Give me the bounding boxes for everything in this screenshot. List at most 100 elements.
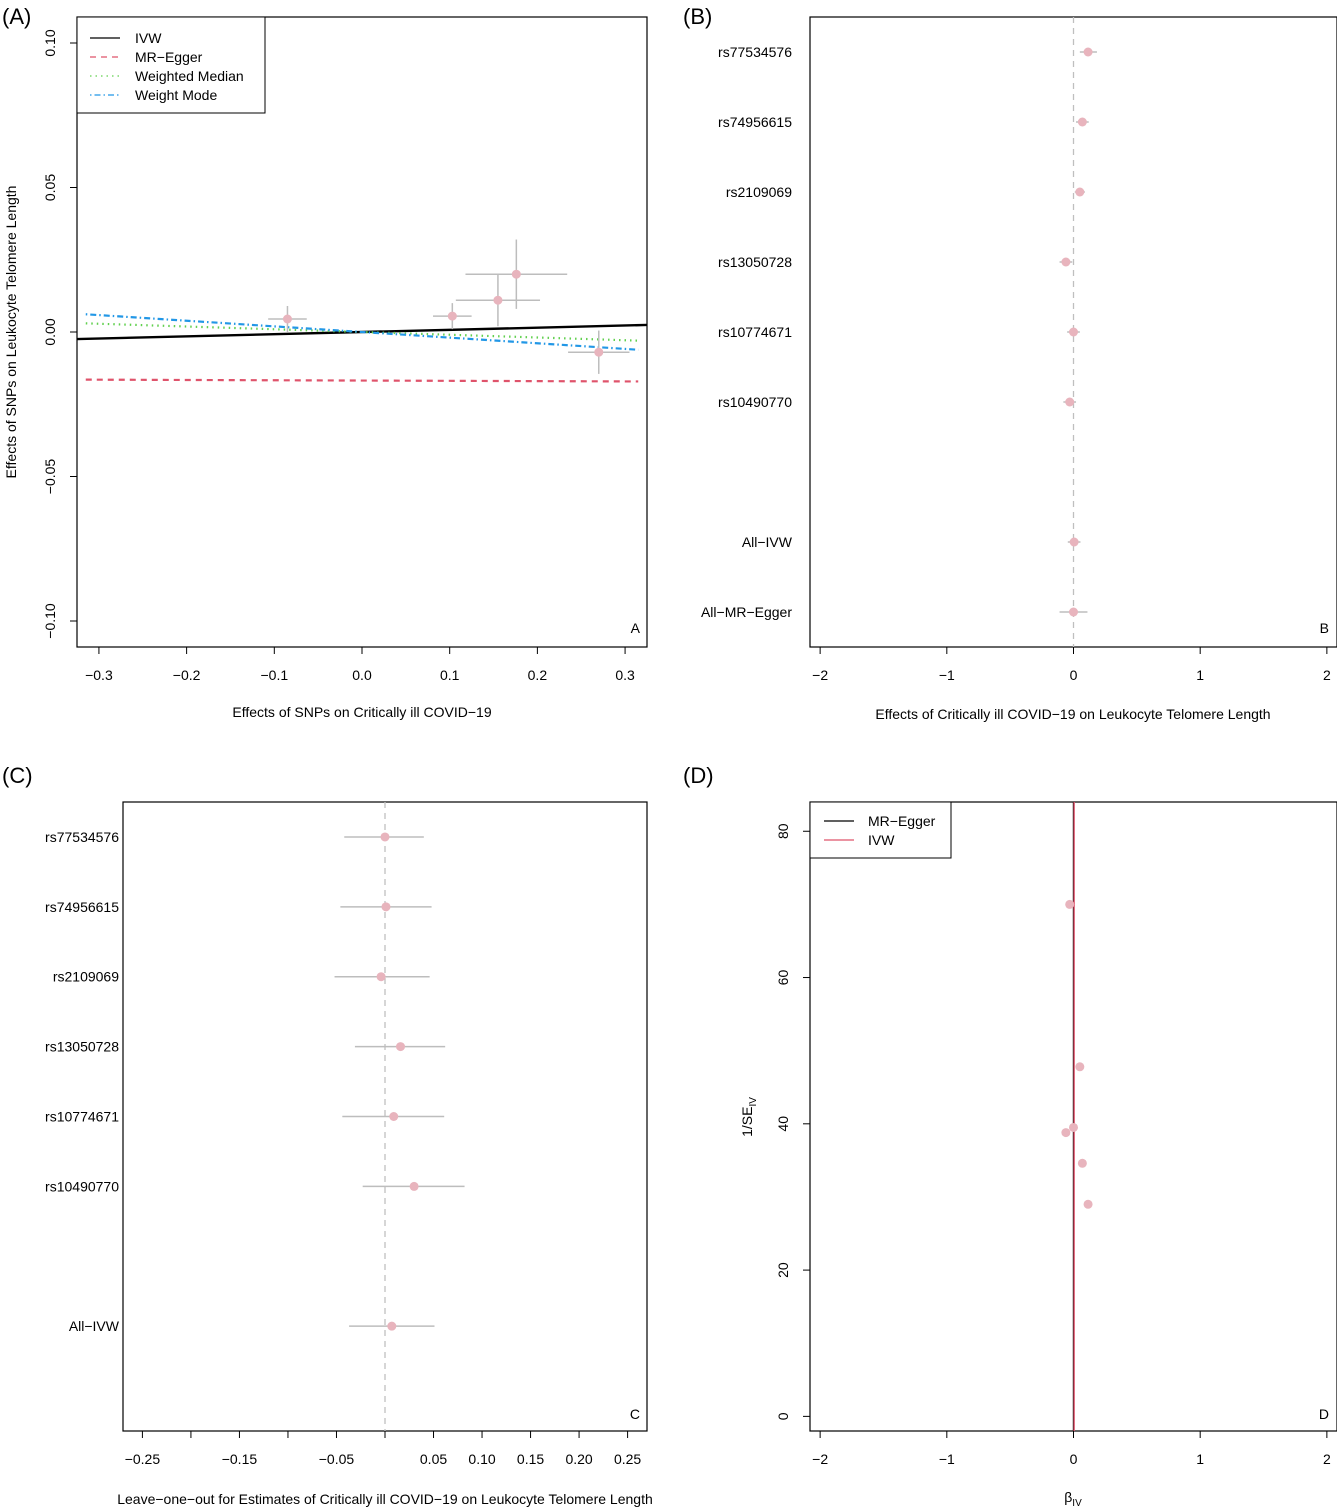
snp-point	[447, 311, 457, 321]
panel-a-points	[268, 239, 630, 374]
row-label: rs77534576	[45, 829, 119, 845]
legend-label: MR−Egger	[135, 49, 203, 65]
row-estimate-point	[1069, 327, 1078, 337]
panel-d-y-axis-label-main: 1/SE	[739, 1107, 755, 1137]
funnel-point	[1065, 899, 1075, 909]
legend-label: MR−Egger	[868, 813, 936, 829]
panel-d-y-tick-label: 0	[775, 1412, 791, 1420]
panel-c-x-ticks: −0.25 −0.15 −0.05 0.05 0.10 0.15 0.20 0.25	[125, 1431, 641, 1467]
row-label: rs13050728	[718, 254, 792, 270]
row-estimate-point	[1061, 257, 1071, 267]
panel-b-x-axis-label: Effects of Critically ill COVID−19 on Le…	[875, 706, 1270, 722]
row-estimate-point	[409, 1181, 419, 1191]
panel-d-reference-lines	[1072, 802, 1075, 1431]
row-label: rs10774671	[45, 1109, 119, 1125]
panel-c-x-tick-label: −0.15	[222, 1451, 258, 1467]
panel-a-x-tick-label: 0.2	[528, 667, 548, 683]
panel-d-x-tick-label: 0	[1070, 1451, 1078, 1467]
panel-c-x-tick-label: 0.15	[517, 1451, 544, 1467]
panel-a-y-tick-label: −0.05	[42, 459, 58, 495]
row-label: rs10774671	[718, 324, 792, 340]
row-label: rs13050728	[45, 1039, 119, 1055]
row-estimate-point	[1065, 397, 1075, 407]
row-estimate-point	[1083, 47, 1093, 57]
panel-b-label: (B)	[683, 4, 712, 29]
panel-a-fit-lines	[76, 313, 648, 383]
panel-b-x-ticks: −2 −1 0 1 2	[812, 647, 1331, 683]
panel-d-points	[1061, 899, 1093, 1209]
panel-a-y-tick-label: 0.10	[42, 29, 58, 56]
panel-a-y-tick-label: 0.05	[42, 174, 58, 201]
row-label: All−IVW	[742, 534, 793, 550]
panel-a: (A) −0.3 −0.2 −0.1 0.0 0.1 0.2 0.3 −0.10 −0.05 0…	[2, 4, 648, 720]
snp-point	[594, 347, 604, 357]
panel-d-corner-label: D	[1319, 1406, 1329, 1422]
panel-d-y-tick-label: 80	[775, 823, 791, 839]
panel-c-x-tick-label: 0.10	[468, 1451, 495, 1467]
panel-b-x-tick-label: 1	[1196, 667, 1204, 683]
panel-a-x-tick-label: −0.1	[260, 667, 288, 683]
row-label: All−IVW	[69, 1318, 120, 1334]
funnel-point	[1069, 1122, 1078, 1132]
panel-d-x-ticks: −2 −1 0 1 2	[812, 1431, 1331, 1467]
row-estimate-point	[387, 1321, 397, 1331]
panel-d-y-axis-label: 1/SEIV	[739, 1097, 759, 1137]
row-label: rs2109069	[53, 969, 119, 985]
panel-d-y-tick-label: 40	[775, 1116, 791, 1132]
panel-d-legend-box	[809, 801, 952, 859]
row-estimate-point	[1069, 537, 1079, 547]
panel-a-legend-box	[76, 16, 266, 114]
panel-d-x-axis-label-main: β	[1064, 1489, 1072, 1505]
panel-b-corner-label: B	[1320, 620, 1329, 636]
panel-c-label: (C)	[2, 763, 33, 788]
row-estimate-point	[396, 1042, 406, 1052]
panel-d-label: (D)	[683, 763, 714, 788]
panel-d-x-axis-label-sub: IV	[1072, 1498, 1082, 1508]
panel-d-y-tick-label: 20	[775, 1262, 791, 1278]
panel-a-label: (A)	[2, 4, 31, 29]
legend-label: Weight Mode	[135, 87, 217, 103]
panel-d-x-tick-label: −1	[939, 1451, 955, 1467]
row-estimate-point	[380, 832, 390, 842]
legend-label: IVW	[135, 30, 162, 46]
panel-b-x-tick-label: 2	[1323, 667, 1331, 683]
panel-d-y-ticks: 0 20 40 60 80	[775, 823, 810, 1420]
panel-c-x-tick-label: −0.05	[319, 1451, 355, 1467]
panel-c-x-tick-label: 0.20	[565, 1451, 592, 1467]
panel-d-y-axis-label-sub: IV	[748, 1097, 759, 1107]
panel-a-x-tick-label: 0.0	[352, 667, 372, 683]
panel-a-x-tick-label: 0.1	[440, 667, 460, 683]
row-estimate-point	[1075, 187, 1085, 197]
panel-a-x-tick-label: −0.3	[85, 667, 113, 683]
row-estimate-point	[376, 972, 386, 982]
funnel-point	[1077, 1158, 1087, 1168]
row-label: rs10490770	[45, 1178, 119, 1194]
funnel-point	[1061, 1128, 1071, 1138]
row-label: rs10490770	[718, 394, 792, 410]
panel-b-x-tick-label: −2	[812, 667, 828, 683]
row-estimate-point	[1069, 607, 1078, 617]
panel-d-x-axis-label: βIV	[1064, 1489, 1082, 1508]
snp-point	[493, 295, 503, 305]
row-label: All−MR−Egger	[701, 604, 792, 620]
panel-c-rows: rs77534576 rs74956615 rs2109069 rs13050728 r…	[45, 802, 465, 1431]
panel-d-x-tick-label: 2	[1323, 1451, 1331, 1467]
panel-b-rows: rs77534576 rs74956615 rs2109069 rs13050728 r…	[701, 17, 1097, 647]
snp-point	[282, 314, 292, 324]
panel-d-x-tick-label: −2	[812, 1451, 828, 1467]
panel-c-x-axis-label: Leave−one−out for Estimates of Criticall…	[117, 1491, 653, 1507]
panel-a-y-axis-label: Effects of SNPs on Leukocyte Telomere Le…	[3, 186, 19, 479]
panel-b-x-tick-label: −1	[939, 667, 955, 683]
panel-a-x-tick-label: 0.3	[615, 667, 635, 683]
panel-d-x-tick-label: 1	[1196, 1451, 1204, 1467]
panel-b: (B) rs77534576 rs74956615 rs2109069 rs13050…	[683, 4, 1337, 722]
panel-a-legend: IVW MR−Egger Weighted Median Weight Mode	[76, 16, 266, 114]
row-estimate-point	[381, 902, 391, 912]
row-label: rs74956615	[718, 114, 792, 130]
fit-line-mr-egger	[85, 378, 639, 383]
panel-a-x-axis-label: Effects of SNPs on Critically ill COVID−…	[232, 704, 491, 720]
panel-c: (C) rs77534576 rs74956615 rs2109069 rs13050…	[2, 763, 653, 1507]
panel-d-legend: MR−Egger IVW	[809, 801, 952, 859]
